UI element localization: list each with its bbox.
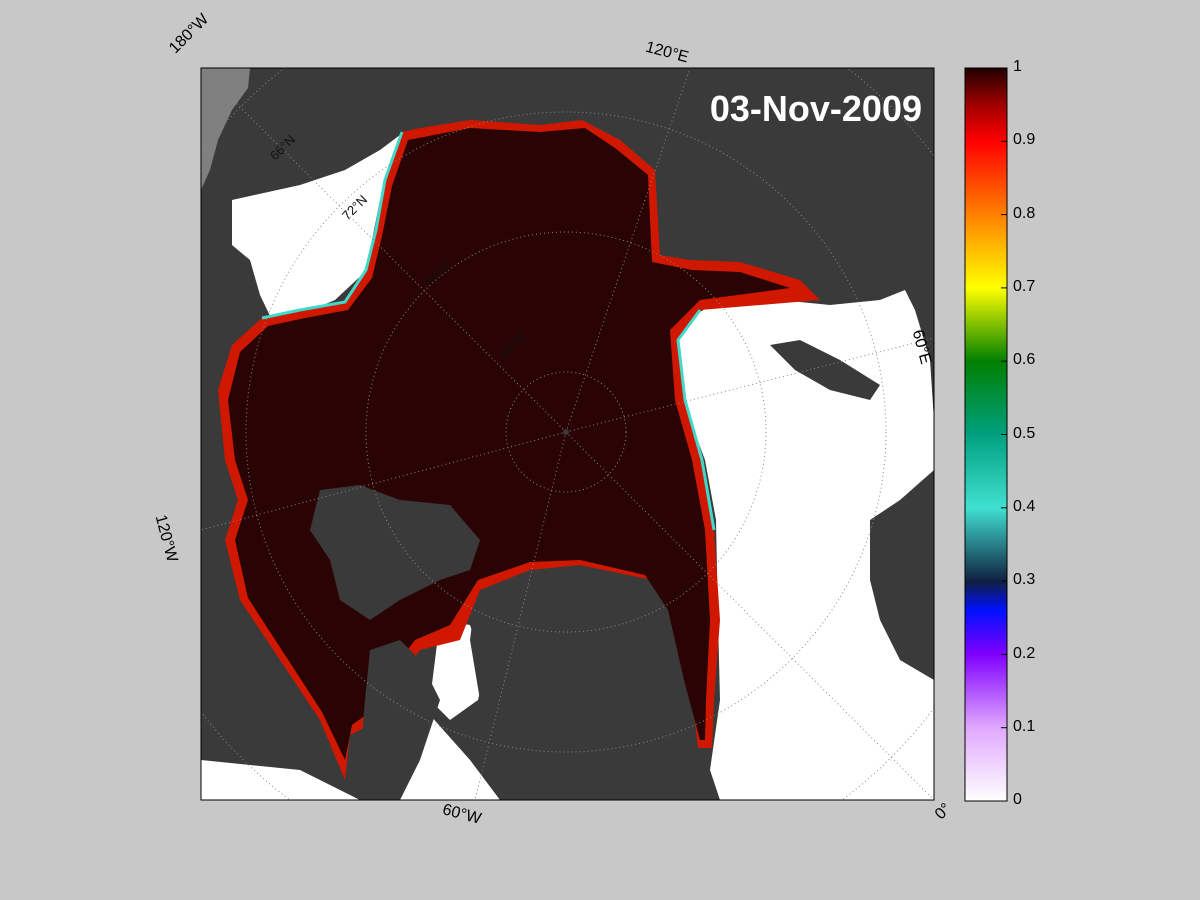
colorbar-tick-label: 0.6 bbox=[1013, 351, 1036, 368]
scandinavia bbox=[870, 470, 934, 680]
canadian-archipelago bbox=[310, 485, 480, 620]
open-water-atlantic bbox=[670, 290, 934, 800]
baffin-island bbox=[360, 640, 440, 800]
colorbar-ticks bbox=[1001, 140, 1007, 729]
colorbar-tick-label: 0.2 bbox=[1013, 645, 1036, 662]
colorbar-tick-label: 0.9 bbox=[1013, 131, 1036, 148]
colorbar-tick-label: 0.7 bbox=[1013, 278, 1036, 295]
colorbar-tick-label: 0.5 bbox=[1013, 425, 1036, 442]
ice-margin-cyan bbox=[261, 131, 404, 320]
colorbar-tick-label: 0.4 bbox=[1013, 498, 1036, 515]
outside-domain-region bbox=[201, 68, 250, 190]
colorbar-tick-label: 0 bbox=[1013, 791, 1022, 808]
open-water-pacific bbox=[232, 135, 400, 320]
pole-hole bbox=[563, 429, 569, 435]
open-water-labrador bbox=[201, 760, 360, 800]
novaya-zemlya bbox=[770, 340, 880, 400]
colorbar-tick-label: 0.3 bbox=[1013, 571, 1036, 588]
map-frame bbox=[200, 67, 935, 801]
date-title: 03-Nov-2009 bbox=[709, 88, 922, 129]
colorbar-tick-label: 0.1 bbox=[1013, 718, 1036, 735]
ice-margin-cyan-atlantic bbox=[676, 309, 716, 531]
colorbar-tick-label: 0.8 bbox=[1013, 205, 1036, 222]
colorbar bbox=[964, 67, 1008, 802]
graticule bbox=[201, 68, 934, 800]
colorbar-tick-label: 1 bbox=[1013, 58, 1022, 75]
map-panel bbox=[201, 68, 934, 800]
greenland bbox=[470, 545, 700, 800]
